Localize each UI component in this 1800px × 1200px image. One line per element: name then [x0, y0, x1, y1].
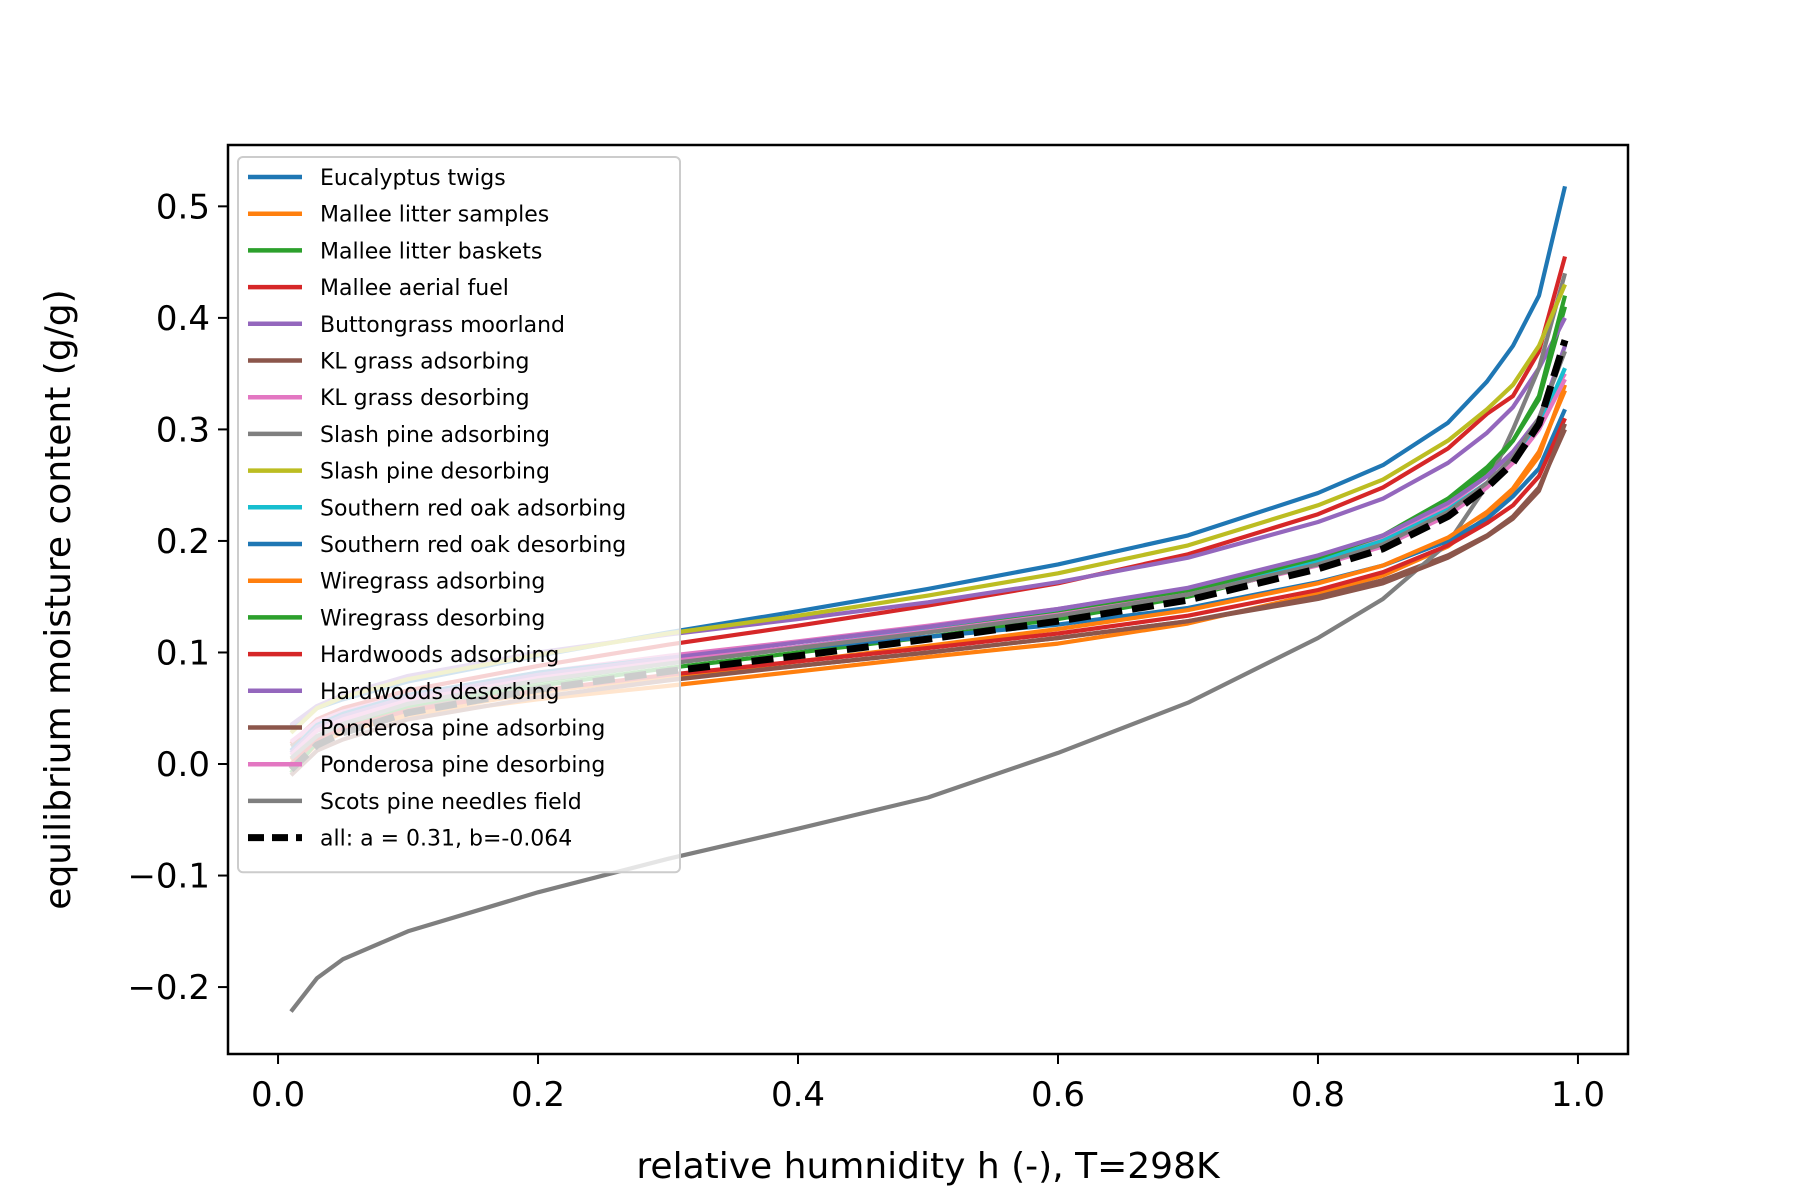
y-tick-label: −0.1: [127, 857, 210, 897]
y-tick-label: −0.2: [127, 968, 210, 1008]
plot-frame: [226, 143, 1630, 1056]
legend-label: Eucalyptus twigs: [320, 166, 506, 191]
legend-label: Wiregrass desorbing: [320, 606, 545, 631]
legend-box: [237, 156, 681, 874]
legend-label: Mallee litter samples: [320, 203, 549, 228]
legend-label: Hardwoods desorbing: [320, 680, 559, 705]
y-tick-label: 0.3: [156, 410, 210, 450]
legend-label: Slash pine adsorbing: [320, 423, 550, 448]
y-tick-label: 0.2: [156, 522, 210, 562]
legend-label: Southern red oak desorbing: [320, 533, 626, 558]
legend-label: KL grass adsorbing: [320, 350, 529, 375]
legend-label: Mallee aerial fuel: [320, 276, 509, 301]
legend-label: Ponderosa pine adsorbing: [320, 717, 605, 742]
legend-label: Scots pine needles field: [320, 790, 582, 815]
x-tick-label: 0.0: [251, 1075, 305, 1115]
x-tick-label: 0.2: [511, 1075, 565, 1115]
legend: Eucalyptus twigs Mallee litter samples Mal…: [237, 156, 681, 874]
legend-label: Southern red oak adsorbing: [320, 496, 626, 521]
y-axis-label: equilibrium moisture content (g/g): [38, 289, 79, 909]
legend-label: Mallee litter baskets: [320, 239, 542, 264]
x-axis-label: relative humnidity h (-), T=298K: [636, 1146, 1221, 1187]
y-tick-label: 0.0: [156, 745, 210, 785]
legend-label: Wiregrass adsorbing: [320, 570, 545, 595]
y-axis-ticks: −0.2 −0.1 0.0 0.1 0.2 0.3 0.4 0.5: [127, 187, 228, 1008]
y-tick-label: 0.4: [156, 299, 210, 339]
x-axis-ticks: 0.0 0.2 0.4 0.6 0.8 1.0: [251, 1054, 1605, 1115]
y-tick-label: 0.5: [156, 187, 210, 227]
legend-label: all: a = 0.31, b=-0.064: [320, 827, 572, 852]
x-tick-label: 0.8: [1291, 1075, 1345, 1115]
legend-label: Hardwoods adsorbing: [320, 643, 559, 668]
legend-label: Slash pine desorbing: [320, 460, 550, 485]
legend-label: KL grass desorbing: [320, 386, 530, 411]
legend-label: Ponderosa pine desorbing: [320, 753, 605, 778]
x-tick-label: 0.4: [771, 1075, 825, 1115]
x-tick-label: 0.6: [1031, 1075, 1085, 1115]
x-tick-label: 1.0: [1551, 1075, 1605, 1115]
y-tick-label: 0.1: [156, 633, 210, 673]
legend-label: Buttongrass moorland: [320, 313, 565, 338]
